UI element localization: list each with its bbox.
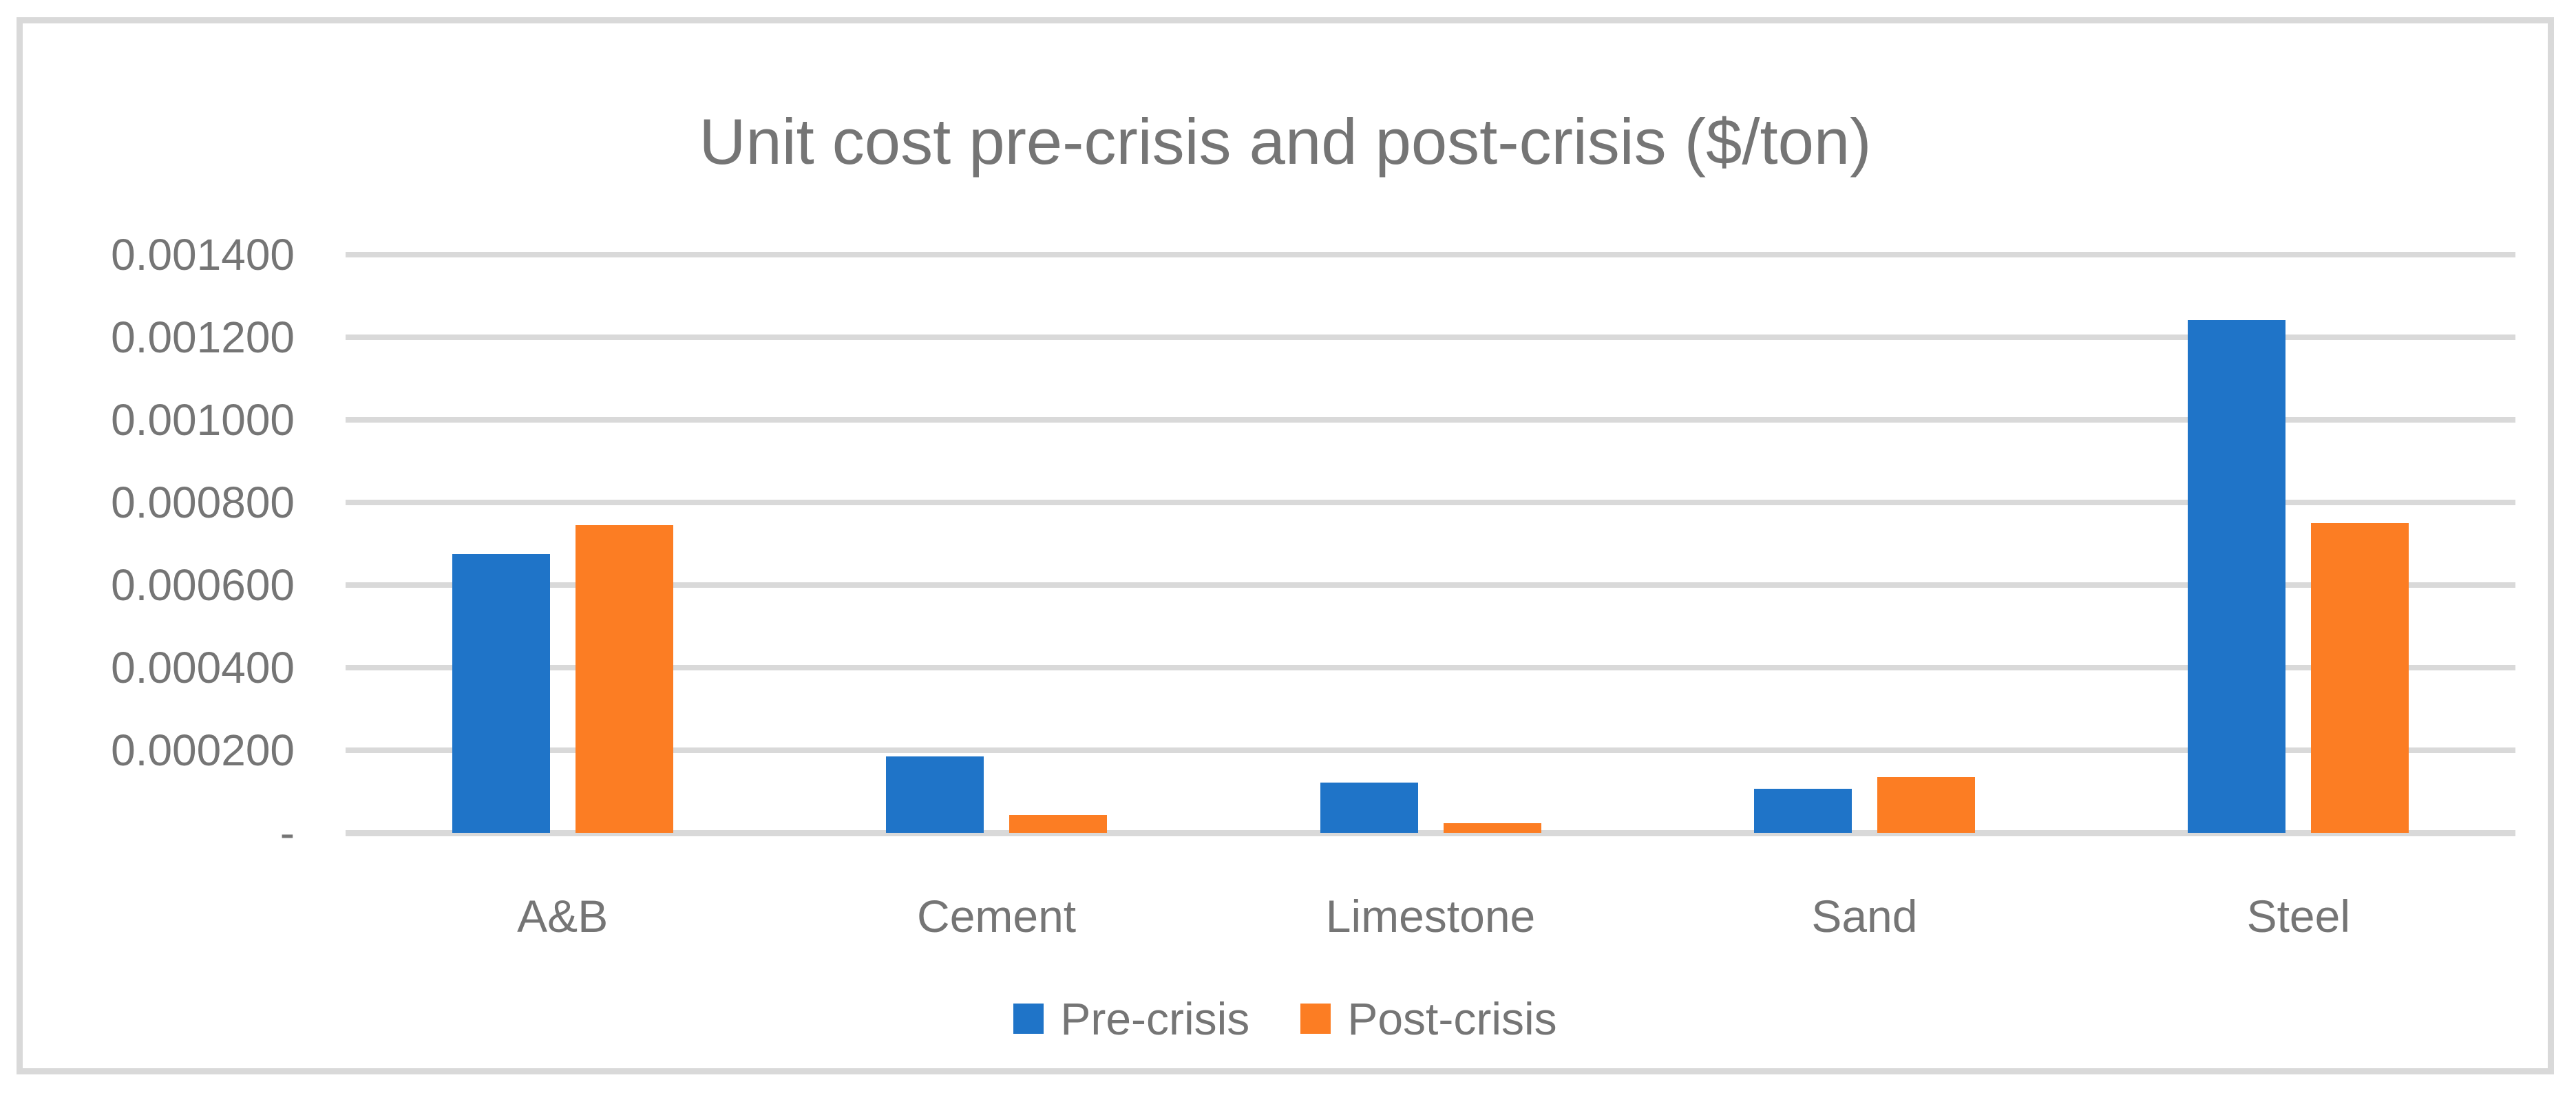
legend-label: Post-crisis	[1347, 993, 1557, 1044]
gridline	[346, 582, 2515, 588]
y-tick-label: -	[279, 808, 295, 858]
category-label-sand: Sand	[1811, 891, 1918, 942]
gridline	[346, 417, 2515, 423]
bar-pre-crisis-a-b	[452, 554, 550, 833]
category-label-steel: Steel	[2246, 891, 2350, 942]
legend-item-post-crisis: Post-crisis	[1300, 993, 1557, 1045]
y-axis: 0.001400 0.001200 0.001000 0.000800 0.000600…	[64, 233, 295, 855]
category-label-cement: Cement	[917, 891, 1077, 942]
bar-pre-crisis-sand	[1753, 789, 1852, 833]
y-tick-label: 0.001200	[111, 312, 295, 362]
chart-frame: Unit cost pre-crisis and post-crisis ($/…	[17, 17, 2554, 1074]
chart-title: Unit cost pre-crisis and post-crisis ($/…	[699, 105, 1872, 178]
y-tick-label: 0.001000	[111, 395, 295, 445]
category-label-a-b: A&B	[517, 891, 609, 942]
legend-item-pre-crisis: Pre-crisis	[1013, 993, 1249, 1045]
bar-post-crisis-cement	[1009, 815, 1108, 833]
y-tick-label: 0.000600	[111, 560, 295, 610]
legend-label: Pre-crisis	[1060, 993, 1250, 1044]
bar-post-crisis-sand	[1877, 777, 1975, 833]
gridline	[346, 747, 2515, 753]
y-tick-label: 0.000200	[111, 725, 295, 775]
bar-pre-crisis-cement	[886, 756, 984, 833]
legend: Pre-crisis Post-crisis	[23, 993, 2548, 1045]
legend-swatch-icon	[1300, 1004, 1331, 1034]
y-tick-label: 0.000800	[111, 478, 295, 527]
legend-swatch-icon	[1013, 1004, 1044, 1034]
x-axis-baseline	[346, 830, 2515, 836]
gridline	[346, 335, 2515, 340]
bar-post-crisis-limestone	[1443, 823, 1541, 833]
y-tick-label: 0.001400	[111, 230, 295, 279]
bar-post-crisis-a-b	[575, 525, 673, 833]
gridline	[346, 665, 2515, 670]
gridline	[346, 500, 2515, 505]
bar-pre-crisis-steel	[2188, 320, 2286, 833]
bar-pre-crisis-limestone	[1320, 783, 1418, 833]
plot-area	[346, 252, 2515, 836]
bar-post-crisis-steel	[2311, 523, 2409, 833]
x-axis: A&B Cement Limestone Sand Steel	[346, 885, 2515, 947]
y-tick-label: 0.000400	[111, 643, 295, 692]
category-label-limestone: Limestone	[1325, 891, 1536, 942]
gridline	[346, 252, 2515, 257]
